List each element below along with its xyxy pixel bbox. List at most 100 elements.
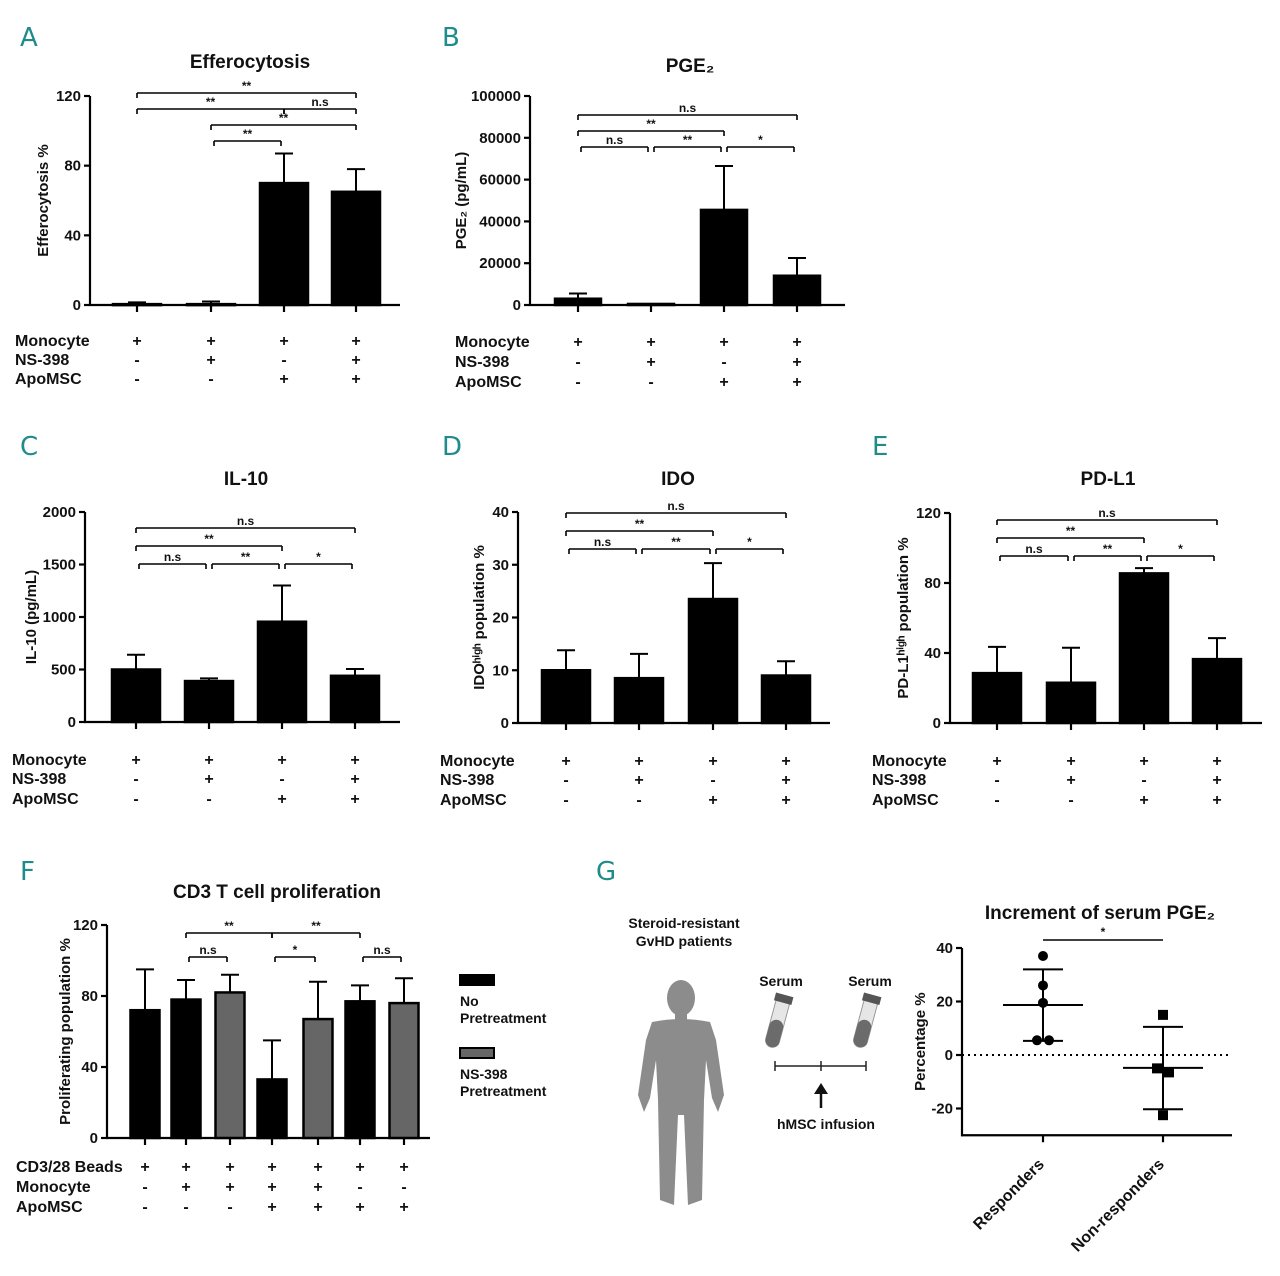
bar: [329, 674, 381, 724]
significance-label: n.s: [606, 133, 624, 147]
bar: [553, 297, 603, 307]
x-tick-label: Responders: [970, 1156, 1047, 1233]
y-tick-label: -20: [931, 1101, 953, 1118]
bar: [258, 181, 310, 307]
condition-mark: +: [399, 1199, 408, 1216]
condition-mark: -: [279, 771, 284, 788]
bar: [971, 671, 1023, 725]
condition-mark: +: [1066, 772, 1075, 789]
y-tick-label: 0: [513, 297, 521, 314]
y-tick-label: 2000: [43, 504, 76, 521]
chart-title: IL-10: [224, 469, 268, 490]
condition-mark: +: [350, 791, 359, 808]
significance-label: n.s: [199, 943, 217, 957]
significance-label: *: [293, 943, 298, 957]
legend-label: Pretreatment: [460, 1010, 547, 1026]
y-tick-label: 40: [492, 504, 509, 521]
condition-label: Monocyte: [15, 333, 90, 350]
significance-label: **: [204, 532, 214, 546]
significance-label: **: [311, 919, 321, 933]
condition-mark: +: [204, 771, 213, 788]
significance-label: **: [243, 127, 253, 141]
y-tick-label: 40: [936, 940, 953, 957]
y-tick-label: 20: [492, 610, 509, 627]
condition-mark: +: [646, 334, 655, 351]
panel-letter-b: B: [442, 23, 460, 53]
legend-swatch: [459, 974, 495, 986]
condition-mark: +: [792, 334, 801, 351]
condition-mark: +: [355, 1159, 364, 1176]
condition-label: ApoMSC: [12, 791, 79, 808]
condition-mark: +: [561, 753, 570, 770]
panel-letter-f: F: [20, 857, 35, 887]
condition-label: CD3/28 Beads: [16, 1159, 123, 1176]
condition-label: Monocyte: [16, 1179, 91, 1196]
condition-mark: +: [792, 374, 801, 391]
panel-b-chart: PGE₂ PGE₂ (pg/mL) 0 20000 40000 60000 80000 100…: [453, 56, 845, 391]
y-tick-label: 60000: [479, 172, 521, 189]
significance-label: **: [1103, 542, 1113, 556]
y-tick-label: 40: [924, 645, 941, 662]
bar: [183, 679, 235, 724]
condition-mark: +: [313, 1199, 322, 1216]
condition-mark: +: [719, 374, 728, 391]
condition-mark: +: [634, 772, 643, 789]
condition-label: Monocyte: [12, 752, 87, 769]
chart-title: Efferocytosis: [190, 52, 310, 73]
significance-label: **: [279, 111, 289, 125]
serum-tube-after-icon: [853, 992, 882, 1048]
bar: [302, 1017, 334, 1140]
condition-mark: -: [563, 792, 568, 809]
significance-label: n.s: [594, 535, 612, 549]
y-axis-label: IDOʰⁱᵍʰ population %: [471, 545, 488, 690]
condition-mark: -: [994, 772, 999, 789]
bar: [699, 208, 749, 307]
condition-mark: -: [575, 354, 580, 371]
condition-mark: +: [313, 1159, 322, 1176]
condition-mark: +: [646, 354, 655, 371]
panel-a-chart: Efferocytosis Efferocytosis % 0 40 80 120 ** **…: [15, 52, 400, 388]
significance-label: **: [646, 117, 656, 131]
x-tick-label: Non-responders: [1068, 1156, 1167, 1255]
condition-mark: +: [1139, 753, 1148, 770]
condition-mark: -: [227, 1199, 232, 1216]
chart-title: CD3 T cell proliferation: [173, 882, 381, 903]
significance-label: n.s: [311, 95, 329, 109]
significance-label: *: [747, 535, 752, 549]
panel-letter-a: A: [20, 23, 38, 53]
condition-mark: +: [1212, 772, 1221, 789]
bar: [344, 1000, 376, 1140]
significance-label: **: [224, 919, 234, 933]
condition-mark: -: [636, 792, 641, 809]
chart-title: IDO: [661, 469, 695, 490]
bar: [1191, 657, 1243, 725]
serum-after-label: Serum: [848, 973, 892, 989]
condition-mark: +: [279, 333, 288, 350]
bar: [760, 674, 812, 725]
significance-label: n.s: [679, 101, 697, 115]
condition-label: NS-398: [440, 772, 494, 789]
data-point: [1044, 1035, 1054, 1046]
chart-title: PGE₂: [666, 56, 715, 77]
condition-label: NS-398: [872, 772, 926, 789]
significance-label: *: [758, 133, 763, 147]
bar: [185, 302, 237, 307]
y-tick-label: 80: [64, 158, 81, 175]
y-tick-label: 120: [56, 88, 81, 105]
condition-label: ApoMSC: [455, 374, 522, 391]
series-responders: [1003, 951, 1083, 1046]
y-tick-label: 40000: [479, 213, 521, 230]
condition-mark: +: [206, 352, 215, 369]
significance-label: n.s: [667, 499, 685, 513]
panel-f-chart: CD3 T cell proliferation Proliferating po…: [16, 882, 547, 1216]
condition-mark: -: [142, 1179, 147, 1196]
data-point: [1032, 1035, 1042, 1046]
data-point: [1158, 1110, 1168, 1121]
bar: [772, 274, 822, 307]
condition-mark: +: [719, 334, 728, 351]
data-point: [1164, 1067, 1174, 1078]
y-tick-label: 120: [916, 505, 941, 522]
